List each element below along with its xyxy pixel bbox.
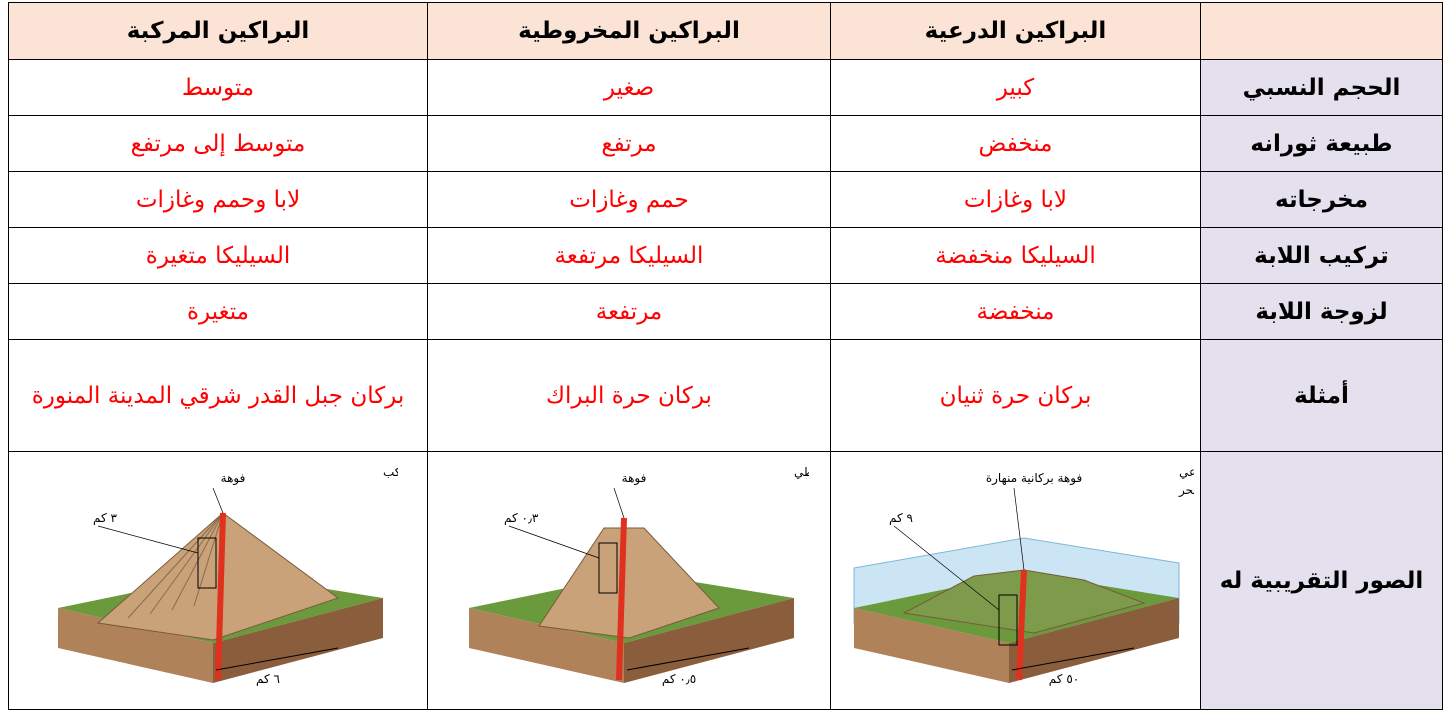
volcano-cone: [96, 511, 340, 641]
height-bracket: [998, 594, 1018, 645]
width-label: ٦ كم: [256, 672, 280, 686]
conduit: [215, 512, 226, 680]
row-label: الحجم النسبي: [1200, 59, 1443, 116]
cell-value: بركان حرة البراك: [427, 339, 831, 452]
image-row: الصور التقريبية له بركان درعي فوهة بركانية…: [8, 451, 1443, 710]
vent-label: فوهة: [221, 471, 246, 486]
column-header: البراكين الدرعية: [830, 2, 1201, 60]
ground-front: [469, 607, 624, 683]
row: الحجم النسبي كبير صغير متوسط: [8, 59, 1443, 116]
cell-value: منخفض: [830, 115, 1201, 172]
leader: [212, 487, 224, 513]
cell-value: منخفضة: [830, 283, 1201, 340]
row: لزوجة اللابة منخفضة مرتفعة متغيرة: [8, 283, 1443, 340]
leader: [613, 487, 625, 518]
diagram-title: بركان مخروطي: [794, 465, 809, 480]
leader: [508, 525, 600, 558]
leader: [97, 525, 199, 553]
height-bracket: [197, 537, 217, 588]
row-label: مخرجاته: [1200, 171, 1443, 228]
leader: [1013, 487, 1025, 570]
conduit: [616, 517, 627, 680]
width-label: ٠٫٥ كم: [662, 672, 696, 686]
image-cell: بركان مركب فوهة ٣ كم ٦ كم: [8, 451, 446, 710]
vent-label: فوهة: [622, 471, 647, 486]
image-cell: بركان درعي فوهة بركانية منهارة مستوى سطح ا…: [830, 451, 1276, 710]
cell-value: صغير: [427, 59, 831, 116]
cell-value: بركان حرة ثنيان: [830, 339, 1201, 452]
layer: [193, 512, 224, 606]
row-label: أمثلة: [1200, 339, 1443, 452]
row: تركيب اللابة السيليكا منخفضة السيليكا مرتف…: [8, 227, 1443, 284]
cell-value: لابا وحمم وغازات: [8, 171, 428, 228]
row-label: تركيب اللابة: [1200, 227, 1443, 284]
vent-label: فوهة بركانية منهارة: [986, 471, 1082, 486]
header-row: البراكين الدرعية البراكين المخروطية البراك…: [8, 2, 1443, 60]
ground-side: [213, 597, 383, 683]
cell-value: كبير: [830, 59, 1201, 116]
volcano-table: البراكين الدرعية البراكين المخروطية البراك…: [8, 2, 1443, 710]
sea-label: مستوى سطح البحر: [1178, 483, 1194, 498]
leader: [893, 525, 1000, 610]
column-header: البراكين المخروطية: [427, 2, 831, 60]
cell-value: متوسط إلى مرتفع: [8, 115, 428, 172]
ground-front: [854, 607, 1009, 683]
diagram-title: بركان مركب: [383, 465, 398, 480]
cell-value: متوسط: [8, 59, 428, 116]
cell-value: بركان جبل القدر شرقي المدينة المنورة: [8, 339, 428, 452]
row-label: الصور التقريبية له: [1200, 451, 1443, 710]
column-header: البراكين المركبة: [8, 2, 428, 60]
cell-value: مرتفع: [427, 115, 831, 172]
row-label: طبيعة ثورانه: [1200, 115, 1443, 172]
row: أمثلة بركان حرة ثنيان بركان حرة البراك بركا…: [8, 339, 1443, 452]
cell-value: حمم وغازات: [427, 171, 831, 228]
volcano-diagram: بركان درعي فوهة بركانية منهارة مستوى سطح ا…: [853, 465, 1276, 686]
conduit: [1016, 569, 1027, 680]
table-body: البراكين الدرعية البراكين المخروطية البراك…: [8, 2, 1443, 710]
diagram-title: بركان درعي: [1179, 465, 1194, 480]
cell-value: السيليكا متغيرة: [8, 227, 428, 284]
ground-front: [58, 607, 213, 683]
row-label: لزوجة اللابة: [1200, 283, 1443, 340]
row: طبيعة ثورانه منخفض مرتفع متوسط إلى مرتفع: [8, 115, 1443, 172]
cell-value: السيليكا منخفضة: [830, 227, 1201, 284]
image-cell: بركان مخروطي فوهة ٠٫٣ كم ٠٫٥ كم: [427, 451, 872, 710]
row: مخرجاته لابا وغازات حمم وغازات لابا وحمم وغ…: [8, 171, 1443, 228]
volcano-diagram: بركان مركب فوهة ٣ كم ٦ كم: [58, 465, 446, 686]
height-label: ٩ كم: [889, 511, 913, 525]
width-line: [626, 647, 750, 670]
corner-cell: [1200, 2, 1443, 60]
height-label: ٠٫٣ كم: [504, 511, 539, 525]
width-line: [215, 647, 339, 670]
cell-value: متغيرة: [8, 283, 428, 340]
layer: [149, 512, 224, 614]
ground-side: [624, 597, 794, 683]
ground-side: [1009, 597, 1179, 683]
volcano-diagram: بركان مخروطي فوهة ٠٫٣ كم ٠٫٥ كم: [469, 465, 872, 686]
cell-value: السيليكا مرتفعة: [427, 227, 831, 284]
width-label: ٥٠ كم: [1049, 672, 1079, 686]
cell-value: لابا وغازات: [830, 171, 1201, 228]
width-line: [1011, 647, 1135, 670]
height-label: ٣ كم: [93, 511, 118, 525]
volcano-cone: [538, 527, 720, 639]
layer: [127, 512, 224, 618]
cell-value: مرتفعة: [427, 283, 831, 340]
height-bracket: [598, 542, 618, 593]
